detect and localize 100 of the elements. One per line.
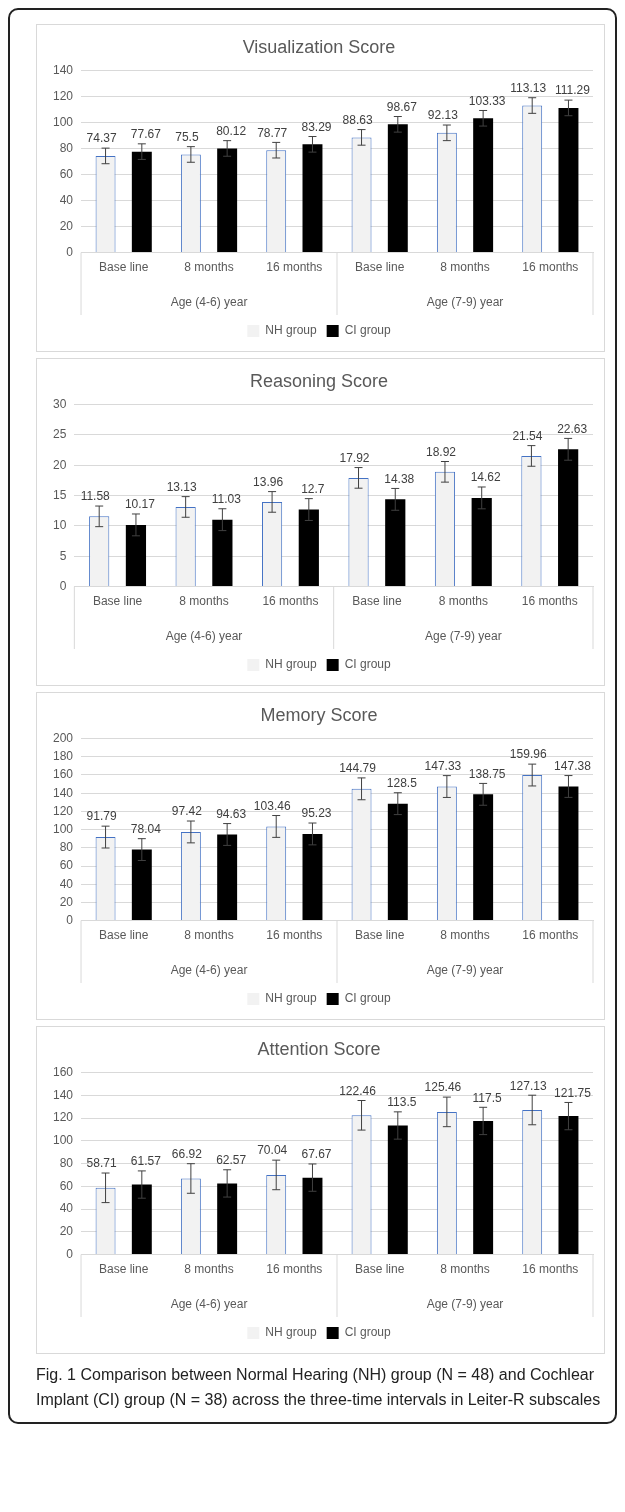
data-label: 144.79 (339, 761, 377, 776)
data-label: 147.33 (424, 758, 462, 773)
y-tick-label: 60 (59, 1178, 74, 1193)
x-tick-label: 16 months (266, 928, 323, 943)
data-label: 91.79 (86, 809, 117, 824)
y-tick-label: 140 (52, 785, 74, 800)
x-tick-label: Base line (352, 594, 402, 609)
chart-title: Reasoning Score (249, 370, 389, 391)
y-tick-label: 80 (59, 1155, 74, 1170)
bar (302, 833, 323, 921)
y-tick-label: 0 (66, 912, 74, 927)
data-label: 159.96 (509, 747, 547, 762)
data-label: 117.5 (472, 1090, 503, 1105)
x-tick-label: 8 months (184, 1262, 234, 1277)
legend-label: CI group (344, 991, 392, 1006)
data-label: 21.54 (512, 428, 543, 443)
data-label: 83.29 (301, 119, 332, 134)
y-tick-label: 140 (52, 62, 74, 77)
x-tick-label: 16 months (521, 594, 578, 609)
bar (131, 1184, 152, 1255)
bar (385, 499, 406, 587)
bar (471, 497, 492, 587)
x-tick-label: 8 months (179, 594, 229, 609)
x-tick-label: 8 months (184, 928, 234, 943)
data-label: 103.33 (468, 93, 506, 108)
x-tick-label: 8 months (440, 260, 490, 275)
bar (131, 151, 152, 253)
data-label: 78.04 (130, 821, 162, 836)
text: Age (4-6) year (170, 295, 248, 310)
y-tick-label: 5 (59, 548, 67, 563)
data-label: 11.58 (80, 489, 111, 504)
x-tick-label: Base line (99, 1262, 149, 1277)
data-label: 11.03 (211, 492, 242, 507)
bar (387, 1125, 408, 1255)
data-label: 113.13 (510, 81, 547, 96)
y-tick-label: 40 (59, 1201, 74, 1216)
data-label: 14.38 (384, 471, 415, 486)
x-tick-label: Base line (354, 1262, 405, 1277)
y-tick-label: 60 (59, 858, 74, 873)
x-tick-label: 16 months (522, 928, 579, 943)
bar (298, 509, 319, 587)
data-label: 103.46 (253, 798, 291, 813)
data-label: 97.42 (171, 804, 203, 819)
y-tick-label: 200 (52, 730, 74, 745)
x-tick-label: 16 months (266, 1262, 323, 1277)
x-tick-label: 8 months (440, 1262, 490, 1277)
data-label: 113.5 (387, 1095, 417, 1110)
bar (212, 519, 233, 587)
y-tick-label: 40 (59, 876, 74, 891)
chart-title: Attention Score (257, 1038, 381, 1059)
y-tick-label: 20 (59, 1224, 74, 1239)
bar (131, 849, 152, 921)
legend-label: CI group (344, 323, 392, 338)
data-label: 13.13 (166, 479, 197, 494)
bar (387, 803, 408, 921)
y-tick-label: 20 (52, 457, 67, 472)
y-tick-label: 160 (52, 767, 74, 782)
data-label: 92.13 (427, 108, 459, 123)
data-label: 80.12 (216, 123, 247, 138)
x-tick-label: 16 months (522, 260, 579, 275)
x-tick-label: Base line (92, 594, 143, 609)
x-tick-label: 8 months (438, 594, 489, 609)
legend-label: CI group (344, 1325, 392, 1340)
y-tick-label: 80 (59, 840, 74, 855)
data-label: 147.38 (554, 758, 592, 773)
bar (558, 1116, 579, 1255)
data-label: 12.7 (301, 481, 325, 496)
chart-title: Memory Score (260, 704, 378, 725)
x-tick-label: 8 months (440, 928, 490, 943)
data-label: 13.96 (253, 474, 284, 489)
text: Age (4-6) year (170, 1297, 248, 1312)
text: Age (7-9) year (426, 295, 504, 310)
data-label: 62.57 (216, 1153, 247, 1168)
legend-label: CI group (344, 657, 392, 672)
bar (473, 1120, 494, 1255)
data-label: 66.92 (171, 1147, 203, 1161)
data-label: 121.75 (554, 1085, 592, 1100)
x-tick-label: Base line (354, 260, 405, 275)
data-label: 10.17 (124, 497, 156, 512)
bar (473, 118, 494, 253)
y-tick-label: 100 (52, 821, 74, 836)
x-tick-label: 16 months (266, 260, 323, 275)
y-tick-label: 80 (59, 140, 74, 155)
bar (125, 524, 147, 587)
data-label: 95.23 (301, 806, 332, 821)
y-tick-label: 0 (66, 244, 74, 259)
chart-title: Visualization Score (242, 36, 396, 57)
data-label: 127.13 (509, 1078, 547, 1093)
data-label: 77.67 (130, 127, 162, 142)
bar (217, 834, 238, 921)
y-tick-label: 120 (52, 88, 74, 103)
data-label: 125.46 (424, 1080, 462, 1095)
data-label: 75.5 (175, 129, 199, 144)
y-tick-label: 0 (66, 1246, 74, 1261)
data-label: 61.57 (130, 1154, 162, 1169)
y-tick-label: 180 (52, 749, 74, 764)
y-tick-label: 15 (52, 487, 67, 502)
data-label: 14.62 (470, 470, 502, 485)
data-label: 138.75 (468, 766, 506, 781)
data-label: 111.29 (555, 83, 591, 98)
